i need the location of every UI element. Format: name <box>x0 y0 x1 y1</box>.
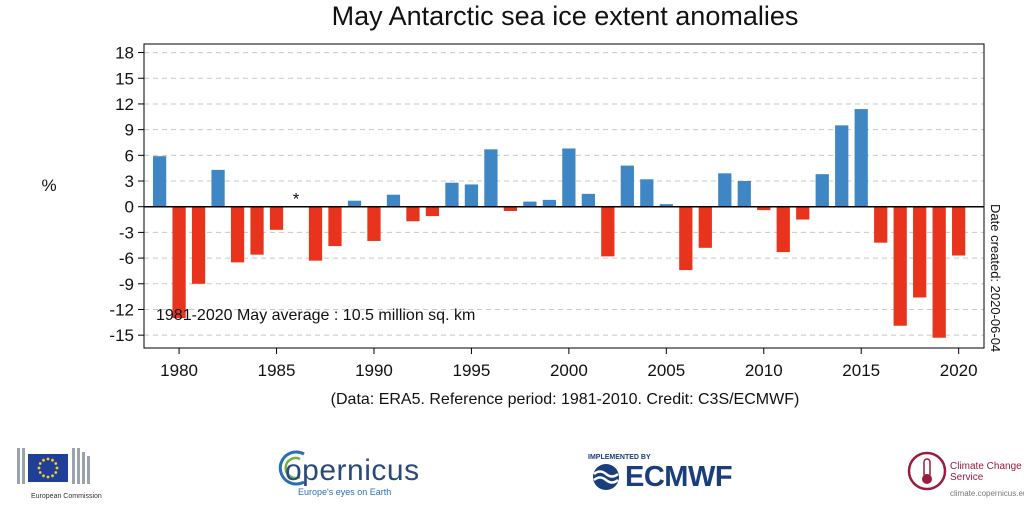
bar-1989 <box>348 201 361 207</box>
bar-2011 <box>777 207 790 252</box>
bar-2000 <box>562 148 575 206</box>
eu-star <box>47 476 50 479</box>
y-tick-label: 12 <box>115 95 134 114</box>
bar-1993 <box>426 207 439 216</box>
bar-1990 <box>367 207 380 241</box>
y-tick-label: -6 <box>119 249 134 268</box>
climate-change-service-name: Climate Change Service <box>950 461 1024 483</box>
bar-1996 <box>484 149 497 206</box>
x-tick-label: 1995 <box>453 361 491 380</box>
bar-2007 <box>699 207 712 248</box>
x-tick-label: 2010 <box>745 361 783 380</box>
copernicus-wordmark: opernicus <box>285 454 420 488</box>
ecmwf-implemented-label: IMPLEMENTED BY <box>588 454 651 461</box>
bar-1998 <box>523 202 536 207</box>
bar-1994 <box>445 183 458 207</box>
climate-change-service-logo <box>906 449 948 495</box>
bar-1982 <box>211 170 224 207</box>
bar-2012 <box>796 207 809 220</box>
x-tick-label: 1985 <box>258 361 296 380</box>
x-axis-ticks: 1980 1985 1990 1995 2000 2005 2010 2015 2020 <box>160 348 977 380</box>
bar-1980 <box>172 207 185 318</box>
copernicus-tagline: Europe's eyes on Earth <box>298 487 391 497</box>
chart: May Antarctic sea ice extent anomalies 1… <box>0 0 1024 440</box>
average-annotation: 1981-2020 May average : 10.5 million sq.… <box>156 307 475 324</box>
x-tick-label: 2000 <box>550 361 588 380</box>
y-tick-label: -3 <box>119 223 134 242</box>
bar-2013 <box>816 174 829 207</box>
eu-star <box>39 471 42 474</box>
x-tick-label: 2020 <box>940 361 978 380</box>
bar-2001 <box>582 194 595 207</box>
bar-2020 <box>952 207 965 256</box>
y-tick-label: 0 <box>125 198 134 217</box>
date-created-note: Date created: 2020-06-04 <box>988 204 1003 352</box>
x-tick-label: 2015 <box>842 361 880 380</box>
y-tick-label: 3 <box>125 172 134 191</box>
european-commission-logo <box>14 446 102 512</box>
x-tick-label: 1990 <box>355 361 393 380</box>
ecmwf-wordmark: ECMWF <box>625 461 732 494</box>
bar-1992 <box>406 207 419 222</box>
bar-1987 <box>309 207 322 261</box>
eu-star <box>51 459 54 462</box>
y-tick-label: 18 <box>115 44 134 63</box>
y-tick-label: 9 <box>125 121 134 140</box>
bar-1983 <box>231 207 244 263</box>
caption: (Data: ERA5. Reference period: 1981-2010… <box>331 391 800 408</box>
bar-2006 <box>679 207 692 270</box>
climate-copernicus-url: climate.copernicus.eu <box>950 489 1024 498</box>
bar-1985 <box>270 207 283 230</box>
eu-star <box>54 462 57 465</box>
bar-2003 <box>621 166 634 207</box>
eu-star <box>47 458 50 461</box>
bar-2017 <box>894 207 907 326</box>
bar-2016 <box>874 207 887 243</box>
x-tick-label: 1980 <box>160 361 198 380</box>
european-commission-label: European Commission <box>31 493 102 501</box>
bar-2018 <box>913 207 926 298</box>
eu-star <box>38 467 41 470</box>
bar-2008 <box>718 173 731 206</box>
eu-star <box>51 474 54 477</box>
bar-1979 <box>153 156 166 207</box>
bar-2015 <box>855 109 868 207</box>
bar-2014 <box>835 125 848 206</box>
eu-star <box>42 459 45 462</box>
bar-1991 <box>387 195 400 207</box>
bar-2019 <box>933 207 946 338</box>
y-tick-label: -9 <box>119 275 134 294</box>
footer <box>0 440 1024 521</box>
bar-1988 <box>328 207 341 246</box>
bar-1995 <box>465 184 478 206</box>
y-axis-ticks: 18 15 12 9 6 3 0 -3 -6 -9 -12 -15 <box>109 44 144 346</box>
eu-star <box>56 467 59 470</box>
eu-star <box>42 474 45 477</box>
y-tick-label: 6 <box>125 146 134 165</box>
eu-star <box>39 462 42 465</box>
missing-data-marker: * <box>293 190 300 209</box>
bar-2009 <box>738 181 751 207</box>
y-tick-label: 15 <box>115 69 134 88</box>
bar-2004 <box>640 179 653 206</box>
bars <box>153 109 965 338</box>
bar-1981 <box>192 207 205 284</box>
eu-star <box>54 471 57 474</box>
chart-title: May Antarctic sea ice extent anomalies <box>332 1 799 31</box>
y-tick-label: -12 <box>109 300 134 319</box>
bar-1984 <box>250 207 263 255</box>
bar-1999 <box>543 200 556 207</box>
y-axis-label: % <box>41 176 56 195</box>
x-tick-label: 2005 <box>647 361 685 380</box>
bar-2002 <box>601 207 614 257</box>
y-tick-label: -15 <box>109 326 134 345</box>
ecmwf-logo-mark <box>589 463 623 491</box>
